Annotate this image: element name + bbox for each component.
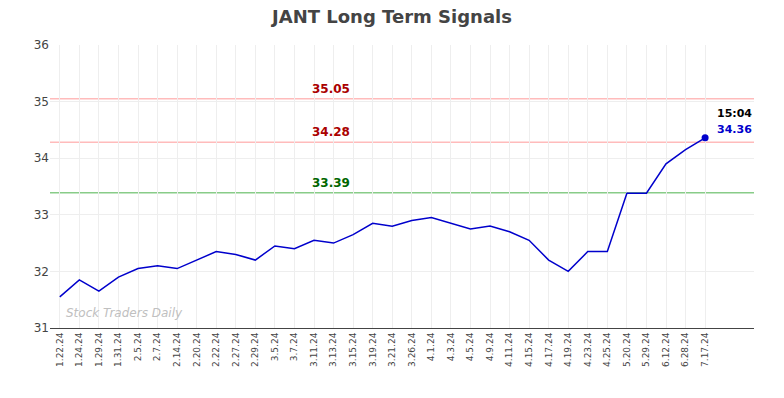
svg-text:2.27.24: 2.27.24: [231, 332, 241, 367]
svg-text:4.15.24: 4.15.24: [524, 332, 534, 367]
svg-text:1.29.24: 1.29.24: [94, 332, 104, 367]
svg-text:4.3.24: 4.3.24: [446, 332, 456, 361]
svg-text:32: 32: [34, 265, 49, 279]
svg-text:2.20.24: 2.20.24: [192, 332, 202, 367]
svg-text:34.36: 34.36: [717, 123, 752, 136]
svg-text:JANT Long Term Signals: JANT Long Term Signals: [270, 6, 512, 27]
svg-text:3.21.24: 3.21.24: [387, 332, 397, 367]
svg-text:3.19.24: 3.19.24: [368, 332, 378, 367]
svg-text:2.7.24: 2.7.24: [152, 332, 162, 361]
svg-text:34: 34: [34, 151, 49, 165]
svg-text:3.26.24: 3.26.24: [407, 332, 417, 367]
svg-text:5.20.24: 5.20.24: [622, 332, 632, 367]
svg-text:4.5.24: 4.5.24: [465, 332, 475, 361]
svg-text:2.22.24: 2.22.24: [211, 332, 221, 367]
svg-text:4.17.24: 4.17.24: [544, 332, 554, 367]
svg-text:Stock Traders Daily: Stock Traders Daily: [66, 306, 183, 320]
svg-text:5.29.24: 5.29.24: [641, 332, 651, 367]
svg-text:6.28.24: 6.28.24: [680, 332, 690, 367]
svg-text:4.25.24: 4.25.24: [602, 332, 612, 367]
svg-text:1.22.24: 1.22.24: [55, 332, 65, 367]
svg-text:2.5.24: 2.5.24: [133, 332, 143, 361]
svg-text:3.15.24: 3.15.24: [348, 332, 358, 367]
svg-text:1.31.24: 1.31.24: [113, 332, 123, 367]
svg-text:34.28: 34.28: [312, 125, 350, 139]
svg-text:3.13.24: 3.13.24: [328, 332, 338, 367]
svg-text:1.24.24: 1.24.24: [74, 332, 84, 367]
svg-text:36: 36: [34, 38, 49, 52]
svg-text:3.5.24: 3.5.24: [270, 332, 280, 361]
svg-text:33: 33: [34, 208, 49, 222]
svg-text:7.17.24: 7.17.24: [700, 332, 710, 367]
svg-text:2.29.24: 2.29.24: [250, 332, 260, 367]
svg-text:35.05: 35.05: [312, 82, 350, 96]
svg-text:31: 31: [34, 321, 49, 335]
svg-text:33.39: 33.39: [312, 176, 350, 190]
svg-text:4.19.24: 4.19.24: [563, 332, 573, 367]
svg-text:4.1.24: 4.1.24: [426, 332, 436, 361]
svg-text:2.14.24: 2.14.24: [172, 332, 182, 367]
svg-text:35: 35: [34, 95, 49, 109]
svg-text:4.11.24: 4.11.24: [504, 332, 514, 367]
svg-text:6.12.24: 6.12.24: [661, 332, 671, 367]
svg-text:3.7.24: 3.7.24: [289, 332, 299, 361]
svg-text:4.23.24: 4.23.24: [583, 332, 593, 367]
svg-text:15:04: 15:04: [717, 107, 752, 120]
svg-text:3.11.24: 3.11.24: [309, 332, 319, 367]
svg-text:4.9.24: 4.9.24: [485, 332, 495, 361]
